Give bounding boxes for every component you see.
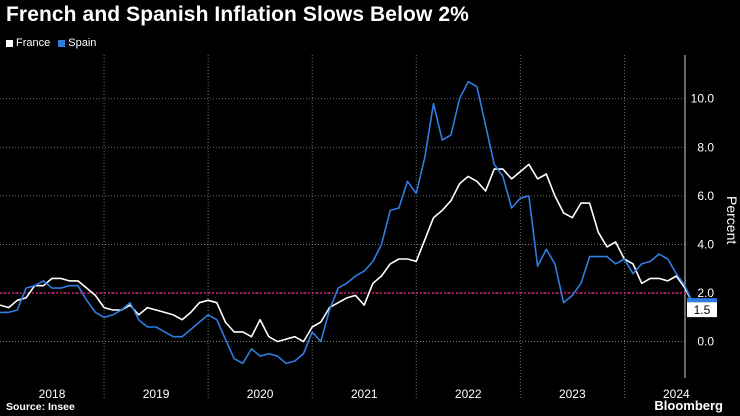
series-line-france xyxy=(0,163,695,343)
y-axis-title: Percent xyxy=(724,196,740,244)
x-tick-label: 2020 xyxy=(247,387,274,401)
legend-swatch-spain xyxy=(58,39,66,47)
y-tick-label: 4.0 xyxy=(697,237,714,251)
source-note: Source: Insee xyxy=(6,401,75,413)
x-tick-label: 2021 xyxy=(351,387,378,401)
legend-label-france: France xyxy=(16,37,51,49)
last-value-marker-spain xyxy=(687,298,717,303)
legend-item-france: France xyxy=(6,37,50,49)
x-tick-label: 2023 xyxy=(559,387,586,401)
last-value-label: 1.5 xyxy=(694,303,711,317)
y-tick-label: 6.0 xyxy=(697,189,714,203)
x-tick-label: 2022 xyxy=(455,387,482,401)
legend-swatch-france xyxy=(6,39,13,47)
legend-label-spain: Spain xyxy=(68,37,97,49)
x-tick-label: 2018 xyxy=(39,387,66,401)
y-tick-label: 2.0 xyxy=(697,286,714,300)
last-value-box xyxy=(687,302,717,318)
y-tick-label: 0.0 xyxy=(697,335,714,349)
y-tick-label: 10.0 xyxy=(691,92,715,106)
x-tick-label: 2019 xyxy=(143,387,170,401)
y-tick-label: 8.0 xyxy=(697,140,714,154)
x-tick-label: 2024 xyxy=(663,387,690,401)
legend-item-spain: Spain xyxy=(58,37,96,49)
bloomberg-logo: Bloomberg xyxy=(654,398,723,413)
legend: France Spain xyxy=(6,37,96,49)
series-line-spain xyxy=(0,80,695,365)
chart-title: French and Spanish Inflation Slows Below… xyxy=(6,3,469,26)
